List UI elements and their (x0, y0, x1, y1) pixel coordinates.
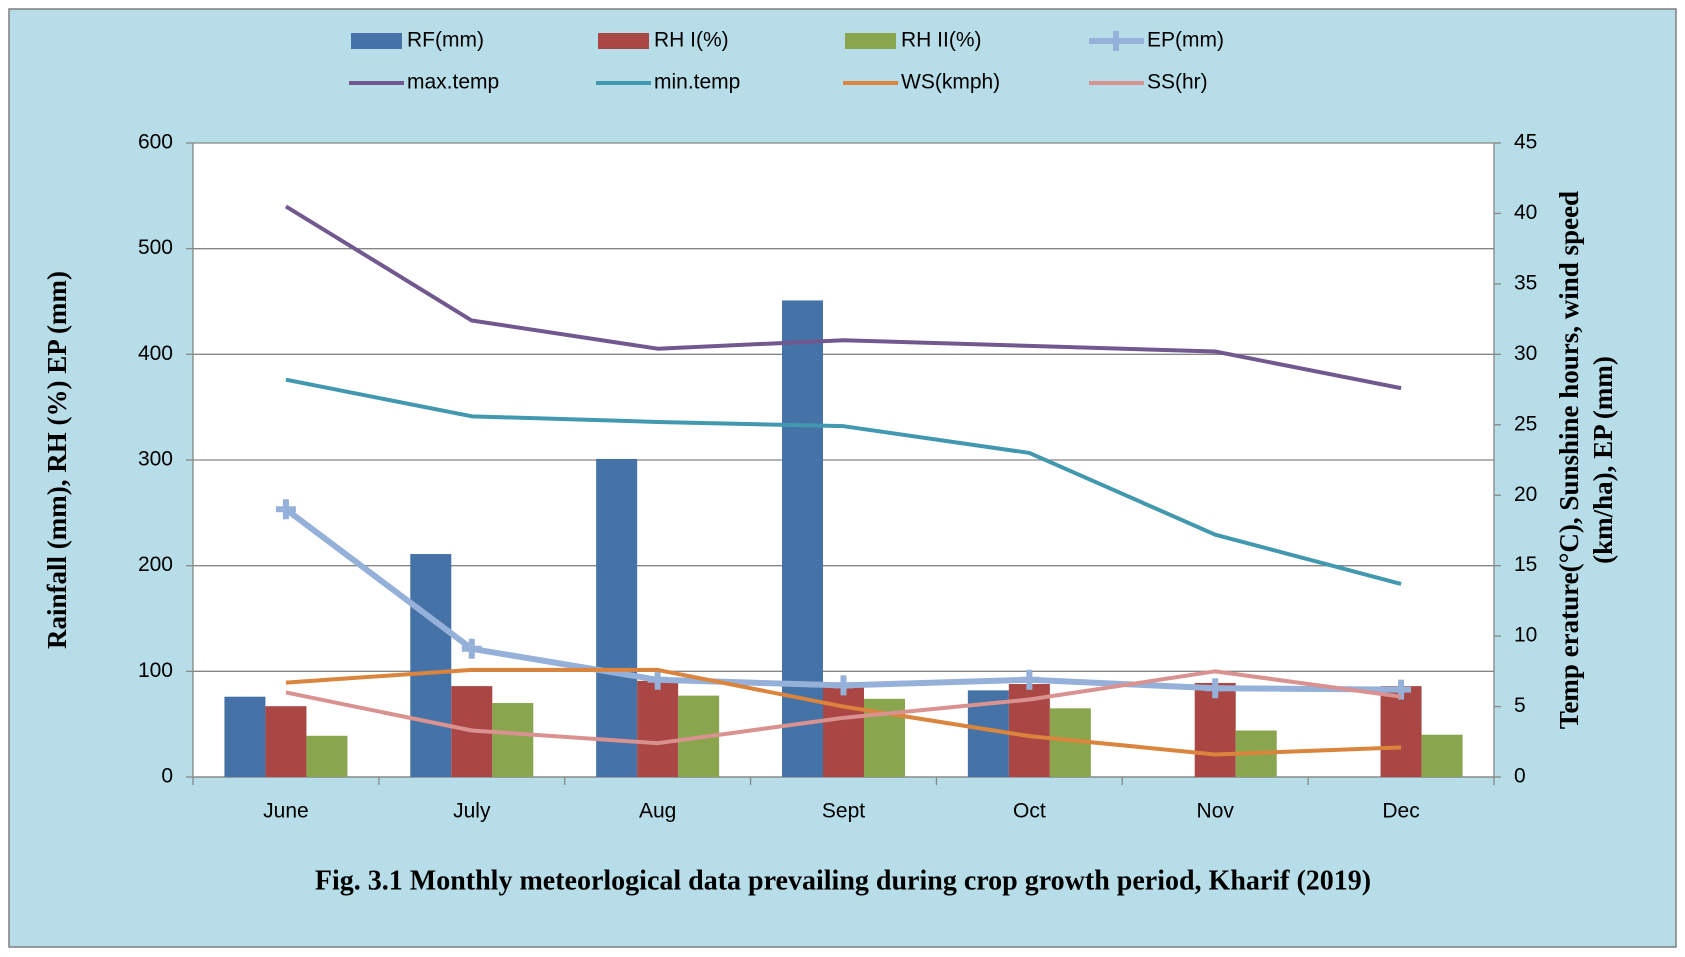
legend-swatch (351, 33, 402, 49)
x-tick-label: Nov (1197, 800, 1235, 823)
y-axis-title: Rainfall (mm), RH (%) EP (mm) (42, 271, 72, 649)
legend-label: EP(mm) (1147, 29, 1224, 52)
bar (823, 686, 864, 777)
legend-label: RH II(%) (901, 29, 982, 52)
y-tick-label: 200 (138, 553, 173, 576)
bar (637, 680, 679, 777)
legend-label: RF(mm) (407, 29, 484, 52)
y2-tick-label: 10 (1514, 624, 1537, 647)
marker (1205, 678, 1226, 699)
y2-axis-title: (km/ha), EP (mm) (1588, 356, 1618, 564)
legend-label: max.temp (407, 71, 499, 94)
legend-swatch (845, 33, 896, 49)
bar (306, 735, 348, 777)
marker (1019, 669, 1040, 690)
bar (224, 696, 266, 777)
y2-tick-label: 0 (1514, 765, 1526, 788)
legend-label: RH I(%) (654, 29, 729, 52)
legend-label: WS(kmph) (901, 71, 1000, 94)
x-tick-label: Sept (822, 800, 865, 823)
y-tick-label: 600 (138, 131, 173, 154)
y2-tick-label: 5 (1514, 694, 1526, 717)
bar (265, 706, 307, 777)
x-tick-label: Dec (1382, 800, 1419, 823)
line-series (285, 377, 1402, 586)
line-series (285, 669, 1402, 746)
bar (596, 458, 638, 777)
y2-tick-label: 30 (1514, 342, 1537, 365)
line-series (284, 204, 1402, 391)
marker (461, 638, 482, 659)
x-tick-label: June (263, 800, 309, 823)
y-tick-label: 0 (161, 765, 173, 788)
y-tick-label: 400 (138, 342, 173, 365)
marker (275, 499, 296, 520)
y-tick-label: 100 (138, 659, 173, 682)
y-tick-label: 300 (138, 448, 173, 471)
bar (410, 554, 452, 777)
bar (1194, 682, 1236, 777)
bar (1380, 686, 1422, 777)
y2-tick-label: 20 (1514, 483, 1537, 506)
legend-swatch (598, 33, 649, 49)
bar (1421, 734, 1463, 777)
marker (833, 675, 854, 696)
marker (647, 669, 668, 690)
legend-marker (1106, 31, 1126, 51)
legend-label: SS(hr) (1147, 71, 1208, 94)
legend-label: min.temp (654, 71, 740, 94)
y-tick-label: 500 (138, 236, 173, 259)
y2-tick-label: 35 (1514, 271, 1537, 294)
y2-tick-label: 45 (1514, 131, 1537, 154)
bar (492, 703, 534, 777)
x-tick-label: July (453, 800, 491, 823)
chart-title: Fig. 3.1 Monthly meteorlogical data prev… (315, 865, 1371, 896)
x-tick-label: Oct (1013, 800, 1046, 823)
y2-axis-title: Temp erature(°C), Sunshine hours, wind s… (1554, 191, 1584, 729)
y2-tick-label: 40 (1514, 201, 1537, 224)
y2-tick-label: 25 (1514, 412, 1537, 435)
x-tick-label: Aug (639, 800, 676, 823)
y2-tick-label: 15 (1514, 553, 1537, 576)
bar (782, 300, 823, 777)
line-series (285, 667, 1402, 757)
